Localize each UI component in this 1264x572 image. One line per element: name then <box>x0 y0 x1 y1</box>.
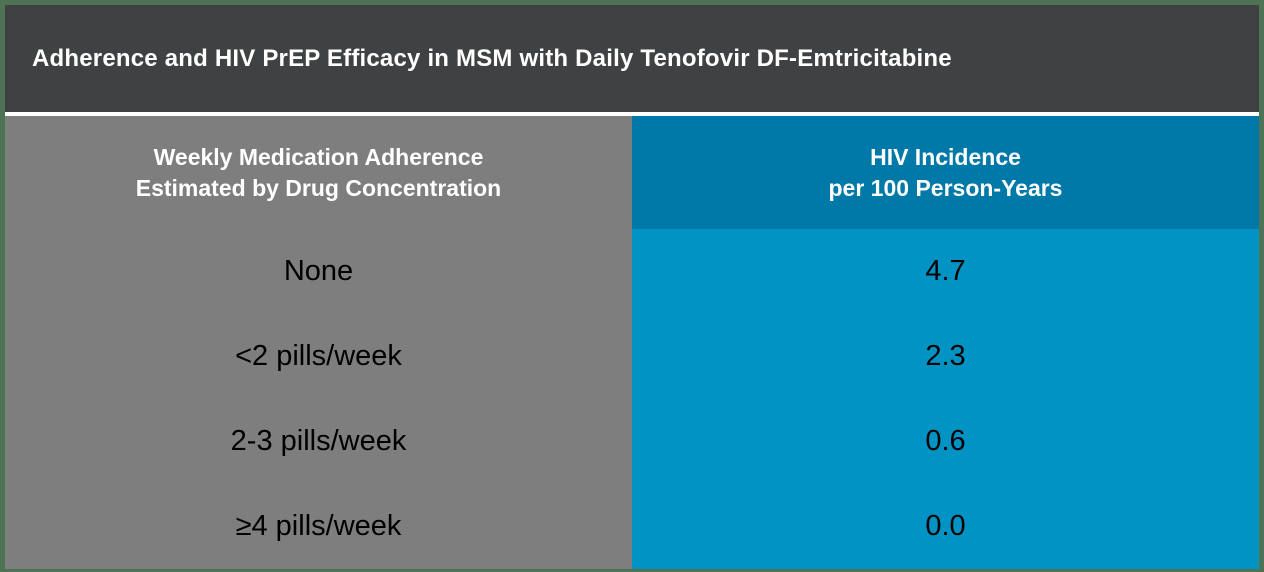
table-row-1-incidence-cell: 4.7 <box>632 229 1259 314</box>
table-row-4-adherence-cell: ≥4 pills/week <box>5 484 632 569</box>
incidence-value: 2.3 <box>925 339 966 372</box>
incidence-header-line2: per 100 Person-Years <box>828 174 1063 201</box>
title-separator <box>5 112 1259 116</box>
slide-title: Adherence and HIV PrEP Efficacy in MSM w… <box>32 44 952 72</box>
adherence-column-header: Weekly Medication Adherence Estimated by… <box>5 116 632 229</box>
table-row-3-adherence-cell: 2-3 pills/week <box>5 399 632 484</box>
adherence-header-line2: Estimated by Drug Concentration <box>135 174 502 201</box>
adherence-efficacy-table: Weekly Medication Adherence Estimated by… <box>5 116 1259 569</box>
table-row-1-adherence-cell: None <box>5 229 632 314</box>
adherence-value: None <box>283 254 354 287</box>
incidence-column-header: HIV Incidence per 100 Person-Years <box>632 116 1259 229</box>
title-bar: Adherence and HIV PrEP Efficacy in MSM w… <box>5 5 1259 112</box>
adherence-header-line1: Weekly Medication Adherence <box>153 144 484 171</box>
table-row-2-adherence-cell: <2 pills/week <box>5 314 632 399</box>
incidence-header-line1: HIV Incidence <box>870 144 1021 171</box>
table-row-3-incidence-cell: 0.6 <box>632 399 1259 484</box>
table-row-4-incidence-cell: 0.0 <box>632 484 1259 569</box>
adherence-value: ≥4 pills/week <box>235 509 402 542</box>
incidence-value: 4.7 <box>925 254 966 287</box>
table-row-2-incidence-cell: 2.3 <box>632 314 1259 399</box>
incidence-value: 0.0 <box>925 509 966 542</box>
adherence-value: 2-3 pills/week <box>230 424 407 457</box>
adherence-value: <2 pills/week <box>235 339 402 372</box>
incidence-value: 0.6 <box>925 424 966 457</box>
